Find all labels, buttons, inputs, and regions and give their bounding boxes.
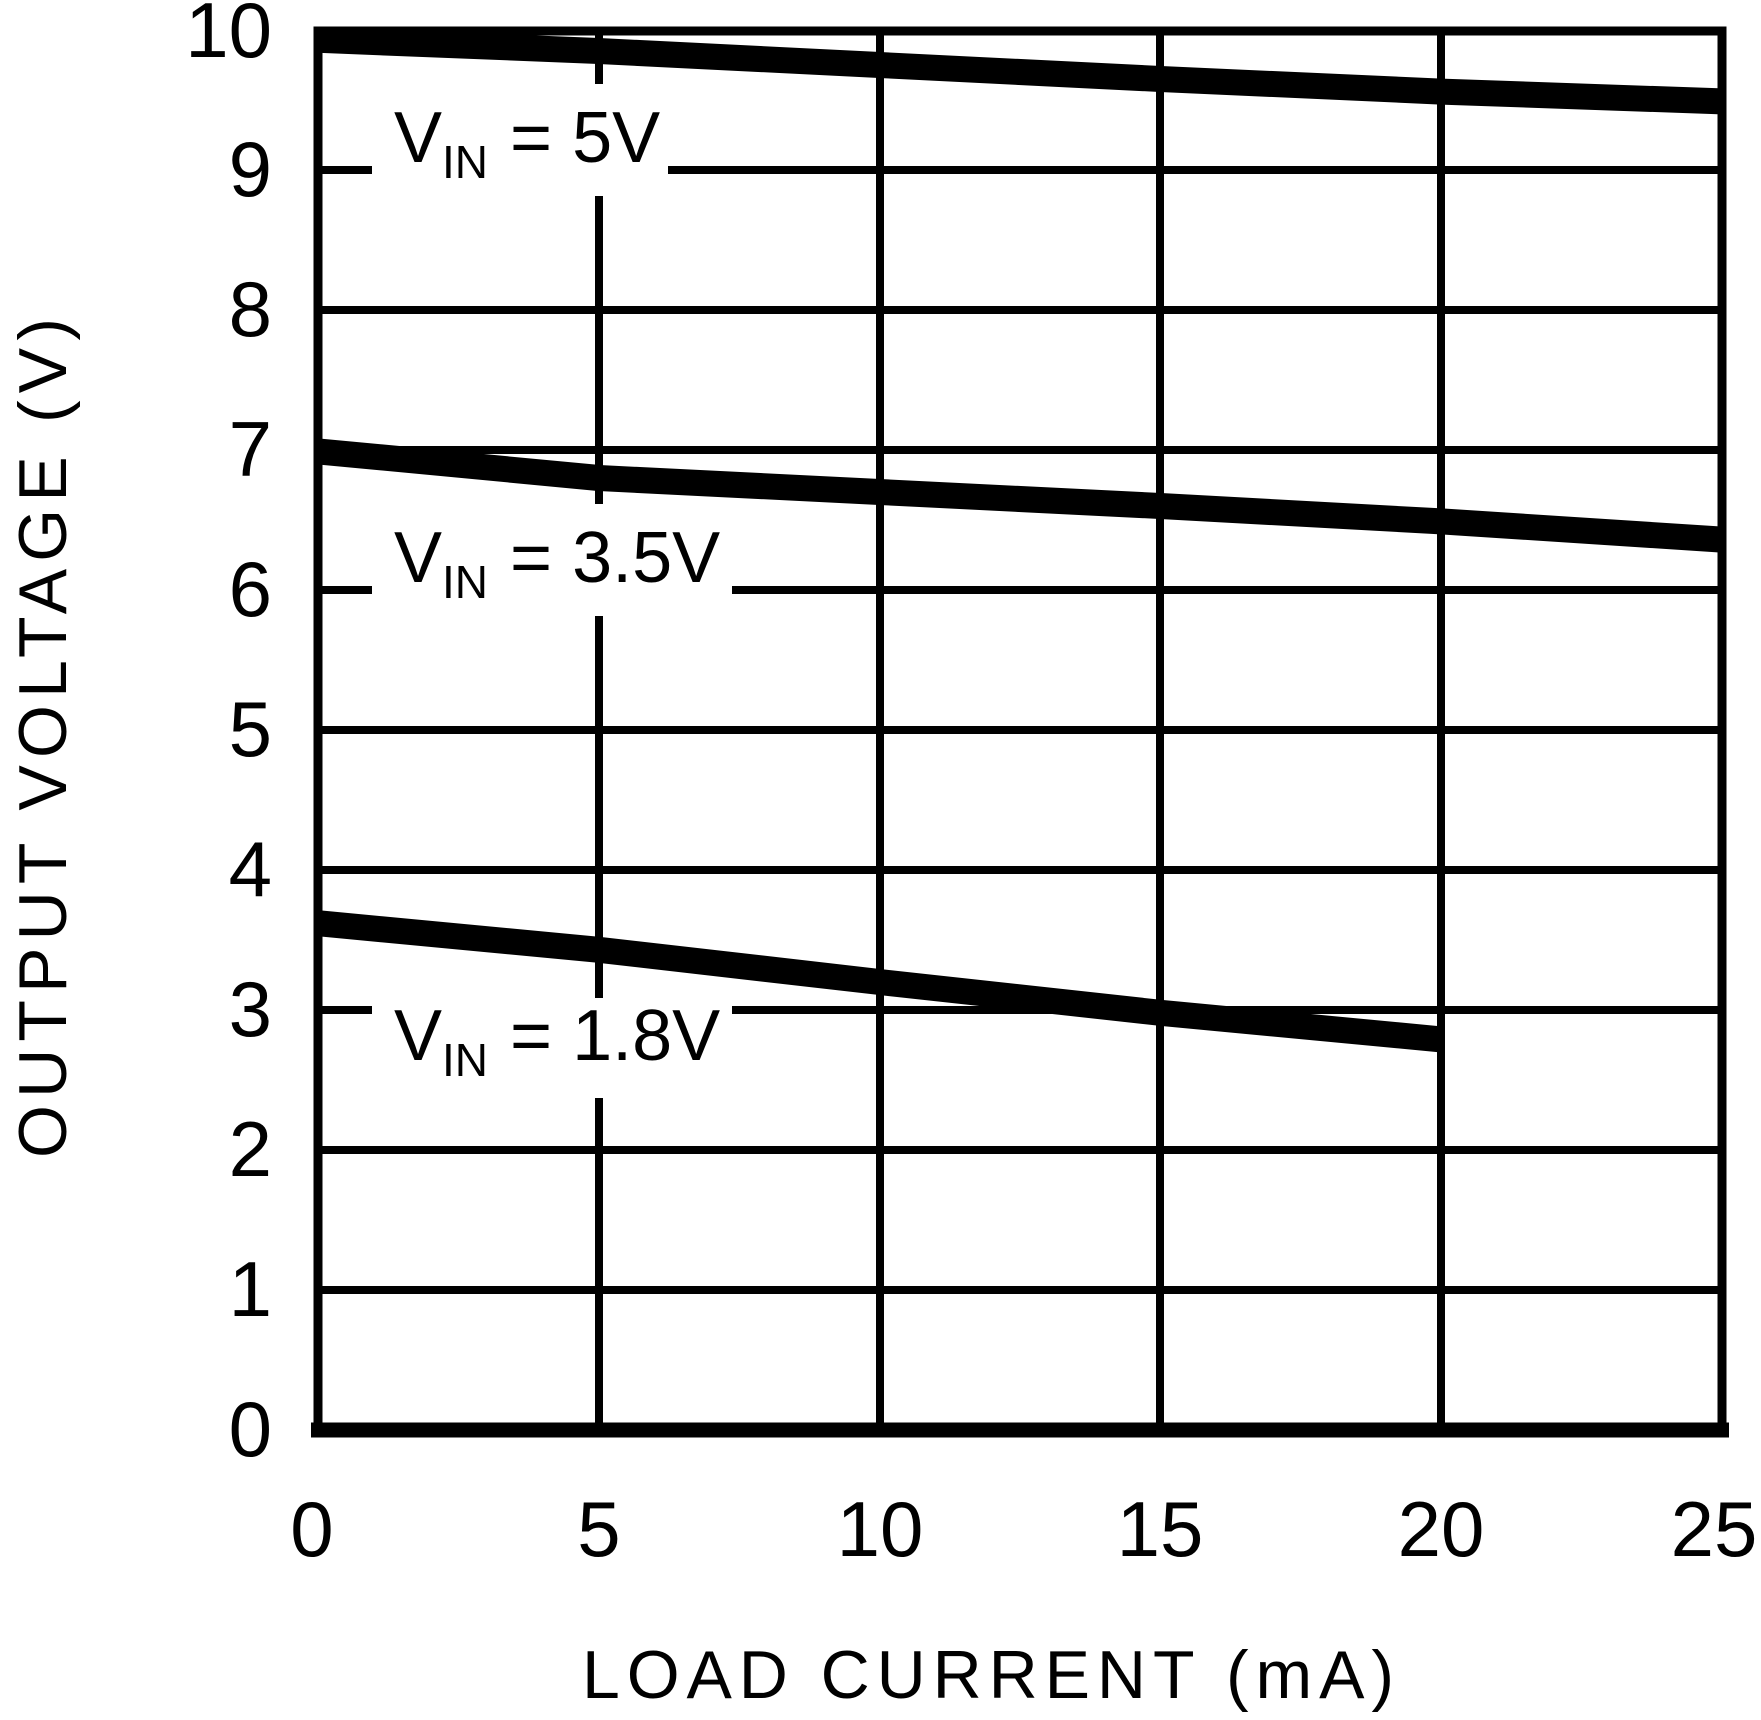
- x-axis-title: LOAD CURRENT (mA): [582, 1637, 1394, 1713]
- y-tick-9: 9: [229, 125, 272, 213]
- x-tick-0: 0: [290, 1485, 333, 1573]
- curve-label-vin-1-8v: VIN = 1.8V: [394, 996, 720, 1086]
- curve-vin-5v: [317, 26, 1723, 115]
- curve-label-group-vin-5v: VIN = 5V: [372, 84, 668, 196]
- y-tick-6: 6: [229, 545, 272, 633]
- curve-label-group-vin-1-8v: VIN = 1.8V: [372, 996, 732, 1098]
- curve-vin-3-5v: [316, 438, 1723, 553]
- curve-label-vin-5v: VIN = 5V: [394, 98, 660, 188]
- y-tick-2: 2: [229, 1105, 272, 1193]
- y-tick-3: 3: [229, 965, 272, 1053]
- y-tick-0: 0: [229, 1385, 272, 1473]
- y-tick-4: 4: [229, 825, 272, 913]
- y-tick-labels: 10 9 8 7 6 5 4 3 2 1 0: [185, 0, 272, 1473]
- y-tick-10: 10: [185, 0, 272, 74]
- x-tick-25: 25: [1671, 1485, 1758, 1573]
- x-tick-5: 5: [577, 1485, 620, 1573]
- y-tick-5: 5: [229, 685, 272, 773]
- x-tick-labels: 0 5 10 15 20 25: [290, 1485, 1757, 1573]
- y-tick-8: 8: [229, 265, 272, 353]
- curve-label-group-vin-3-5v: VIN = 3.5V: [372, 504, 732, 616]
- curve-vin-1-8v: [316, 910, 1443, 1053]
- x-tick-10: 10: [837, 1485, 924, 1573]
- curve-label-vin-3-5v: VIN = 3.5V: [394, 518, 720, 608]
- y-tick-1: 1: [229, 1245, 272, 1333]
- x-tick-20: 20: [1398, 1485, 1485, 1573]
- curve-label-bg: [372, 84, 668, 196]
- x-tick-15: 15: [1117, 1485, 1204, 1573]
- y-axis-title: OUTPUT VOLTAGE (V): [5, 318, 81, 1158]
- curves: [316, 26, 1723, 1053]
- gridlines: [318, 31, 1722, 1430]
- curve-label-bg: [372, 504, 732, 616]
- curve-label-bg: [372, 998, 732, 1098]
- y-tick-7: 7: [229, 405, 272, 493]
